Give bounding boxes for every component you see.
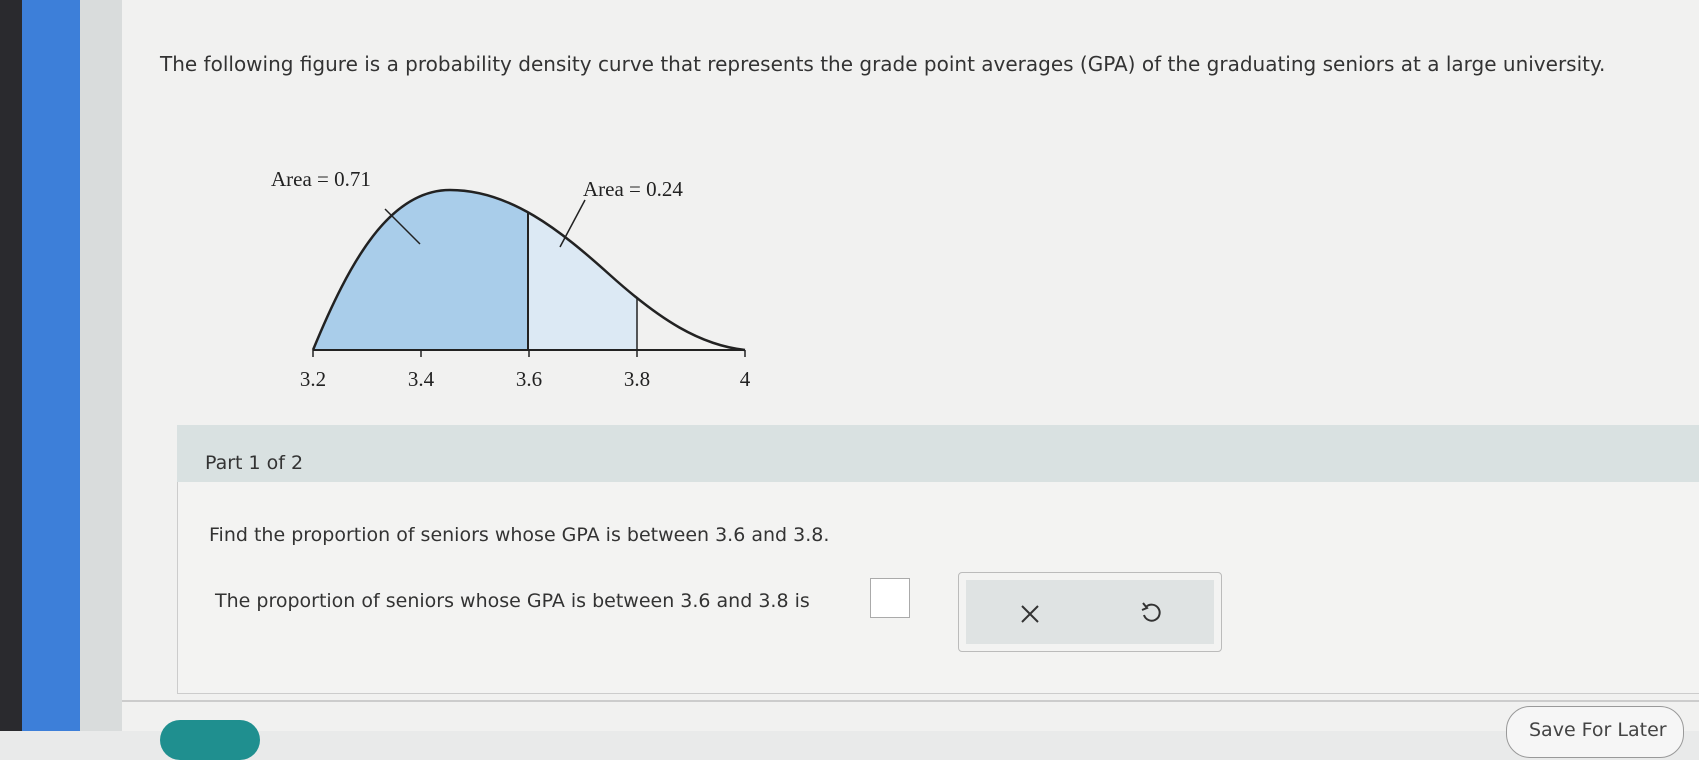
divider xyxy=(122,700,1699,702)
tick-label: 3.2 xyxy=(300,367,326,391)
sidebar xyxy=(22,0,80,731)
leader-line xyxy=(384,208,421,245)
margin xyxy=(80,0,122,731)
part-label: Part 1 of 2 xyxy=(205,452,304,474)
part-prompt: Find the proportion of seniors whose GPA… xyxy=(209,524,830,546)
leader-line xyxy=(559,199,586,248)
density-curve xyxy=(311,188,746,352)
button-panel xyxy=(958,572,1222,652)
tick-label: 3.4 xyxy=(408,367,435,391)
tick-label: 3.8 xyxy=(624,367,650,391)
clear-button[interactable] xyxy=(1019,603,1041,625)
button-row xyxy=(966,580,1214,644)
question-text: The following figure is a probability de… xyxy=(160,52,1606,76)
area-label: Area = 0.24 xyxy=(583,177,683,201)
save-label: Save For Later xyxy=(1529,719,1667,741)
tick-label: 3.6 xyxy=(516,367,542,391)
density-figure: Area = 0.71 Area = 0.24 3.2 3.4 3.6 3.8 4 xyxy=(271,167,751,391)
tick-label: 4 xyxy=(740,367,751,391)
save-button[interactable]: Save For Later xyxy=(1506,706,1684,758)
undo-button[interactable] xyxy=(1139,601,1163,625)
check-button[interactable] xyxy=(160,720,260,760)
area-label: Area = 0.71 xyxy=(271,167,371,191)
answer-input[interactable] xyxy=(870,578,910,618)
answer-sentence: The proportion of seniors whose GPA is b… xyxy=(215,590,810,612)
part-body xyxy=(177,482,1699,694)
screen-edge xyxy=(0,0,22,731)
part-header xyxy=(177,425,1699,482)
